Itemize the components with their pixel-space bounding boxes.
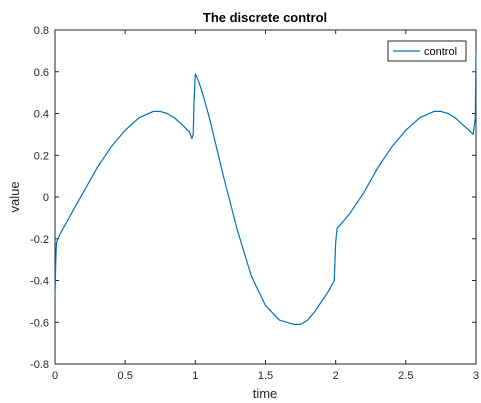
y-tick-label: -0.6 bbox=[30, 317, 49, 329]
y-tick-label: 0 bbox=[43, 192, 49, 204]
x-tick-label: 1 bbox=[192, 370, 198, 382]
y-tick-label: 0.4 bbox=[34, 109, 49, 121]
x-tick-label: 1.5 bbox=[258, 370, 273, 382]
legend-label-control: control bbox=[424, 46, 457, 58]
y-tick-label: -0.8 bbox=[30, 359, 49, 371]
chart-title: The discrete control bbox=[203, 10, 327, 25]
y-tick-label: 0.2 bbox=[34, 150, 49, 162]
ticks-layer: 0 0.5 1 1.5 2 2.5 3 -0.8 -0.6 -0.4 -0.2 0 0.2 0.4 0.6 0… bbox=[30, 25, 479, 382]
y-axis-label: value bbox=[7, 181, 22, 212]
y-tick-label: -0.2 bbox=[30, 234, 49, 246]
x-axis-label: time bbox=[253, 386, 278, 401]
x-tick-label: 0 bbox=[52, 370, 58, 382]
y-tick-label: 0.8 bbox=[34, 25, 49, 37]
x-tick-label: 2.5 bbox=[398, 370, 413, 382]
x-tick-label: 3 bbox=[473, 370, 479, 382]
series-layer bbox=[54, 50, 477, 325]
legend: control bbox=[387, 40, 467, 62]
y-tick-label: -0.4 bbox=[30, 276, 49, 288]
y-tick-label: 0.6 bbox=[34, 67, 49, 79]
x-tick-label: 0.5 bbox=[118, 370, 133, 382]
series-line-control bbox=[54, 50, 477, 325]
legend-box bbox=[387, 40, 467, 62]
plot-area bbox=[54, 29, 477, 365]
x-tick-label: 2 bbox=[333, 370, 339, 382]
